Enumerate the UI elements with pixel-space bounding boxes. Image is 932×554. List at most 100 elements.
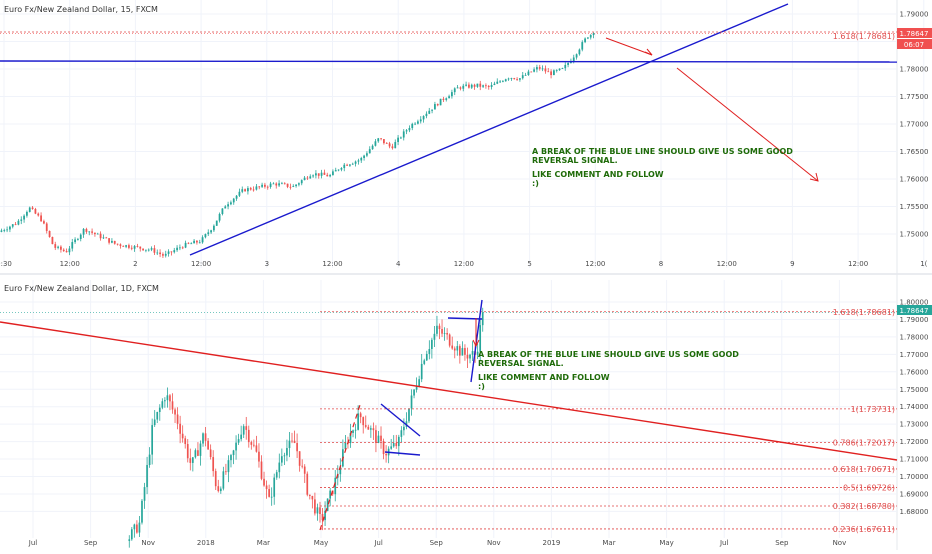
- candle-body[interactable]: [128, 245, 130, 248]
- candle-body[interactable]: [303, 466, 306, 474]
- candle-body[interactable]: [91, 231, 93, 233]
- candle-body[interactable]: [283, 455, 286, 457]
- candle-body[interactable]: [436, 104, 439, 106]
- candle-body[interactable]: [567, 63, 569, 65]
- blue-wedge-lower[interactable]: [384, 451, 421, 456]
- candle-body[interactable]: [439, 98, 442, 106]
- candle-body[interactable]: [329, 490, 332, 499]
- candle-body[interactable]: [443, 333, 446, 334]
- candle-body[interactable]: [524, 74, 527, 76]
- candle-body[interactable]: [431, 109, 433, 111]
- candle-body[interactable]: [425, 113, 428, 117]
- candle-body[interactable]: [40, 215, 42, 222]
- candle-body[interactable]: [17, 220, 20, 225]
- candle-body[interactable]: [153, 248, 156, 253]
- candle-body[interactable]: [207, 232, 210, 235]
- candle-body[interactable]: [265, 485, 268, 490]
- candle-body[interactable]: [346, 164, 348, 166]
- candle-body[interactable]: [344, 442, 347, 450]
- candle-body[interactable]: [397, 436, 400, 447]
- candle-body[interactable]: [213, 225, 215, 231]
- candle-body[interactable]: [413, 389, 415, 396]
- candle-body[interactable]: [436, 325, 438, 334]
- candle-body[interactable]: [502, 81, 504, 83]
- candle-body[interactable]: [464, 348, 466, 355]
- candle-body[interactable]: [371, 145, 374, 150]
- candle-body[interactable]: [136, 246, 139, 247]
- candle-body[interactable]: [288, 440, 291, 449]
- candle-body[interactable]: [385, 143, 388, 144]
- candle-body[interactable]: [364, 425, 367, 427]
- candle-body[interactable]: [222, 471, 225, 489]
- candle-body[interactable]: [293, 440, 296, 444]
- candle-body[interactable]: [369, 428, 372, 430]
- candle-body[interactable]: [51, 236, 54, 245]
- candle-body[interactable]: [273, 477, 276, 497]
- candle-body[interactable]: [6, 229, 8, 231]
- candle-body[interactable]: [326, 174, 329, 177]
- candle-body[interactable]: [448, 334, 451, 346]
- candle-body[interactable]: [314, 499, 316, 514]
- candle-body[interactable]: [479, 83, 482, 87]
- candle-body[interactable]: [332, 171, 334, 176]
- candle-body[interactable]: [490, 85, 493, 87]
- candle-body[interactable]: [433, 333, 436, 340]
- candle-body[interactable]: [136, 524, 138, 533]
- candle-body[interactable]: [266, 186, 269, 188]
- candle-body[interactable]: [453, 348, 456, 351]
- candle-body[interactable]: [148, 454, 151, 465]
- candle-body[interactable]: [521, 75, 524, 79]
- candle-body[interactable]: [485, 85, 487, 87]
- red-arrow-2[interactable]: [676, 67, 819, 182]
- candle-body[interactable]: [295, 184, 297, 187]
- candle-body[interactable]: [173, 250, 176, 253]
- candle-body[interactable]: [411, 123, 414, 129]
- candle-body[interactable]: [317, 173, 320, 176]
- candle-body[interactable]: [408, 408, 410, 422]
- candle-body[interactable]: [167, 251, 170, 254]
- candle-body[interactable]: [340, 168, 343, 170]
- candle-body[interactable]: [301, 465, 304, 467]
- candle-body[interactable]: [496, 81, 499, 84]
- candle-body[interactable]: [263, 478, 265, 486]
- candle-body[interactable]: [380, 138, 382, 140]
- candle-body[interactable]: [170, 251, 173, 253]
- candle-body[interactable]: [334, 170, 337, 172]
- candle-body[interactable]: [469, 354, 471, 359]
- candle-body[interactable]: [218, 213, 221, 221]
- candle-body[interactable]: [147, 249, 150, 251]
- candle-body[interactable]: [130, 529, 133, 540]
- candle-body[interactable]: [65, 251, 68, 253]
- candle-body[interactable]: [45, 223, 48, 231]
- candle-body[interactable]: [499, 81, 501, 83]
- blue-top-line[interactable]: [447, 317, 483, 320]
- candle-body[interactable]: [230, 455, 232, 461]
- candle-body[interactable]: [179, 423, 181, 434]
- candle-body[interactable]: [541, 68, 544, 70]
- candle-body[interactable]: [164, 400, 166, 402]
- candle-body[interactable]: [368, 149, 371, 154]
- candle-body[interactable]: [431, 339, 433, 349]
- candle-body[interactable]: [385, 454, 387, 456]
- candle-body[interactable]: [99, 233, 102, 239]
- candle-body[interactable]: [9, 226, 11, 230]
- candle-body[interactable]: [357, 413, 359, 430]
- candle-body[interactable]: [258, 186, 261, 188]
- candle-body[interactable]: [326, 498, 329, 511]
- candle-body[interactable]: [388, 143, 391, 147]
- candle-body[interactable]: [451, 345, 454, 349]
- candle-body[interactable]: [187, 242, 190, 244]
- candle-body[interactable]: [564, 64, 567, 69]
- candle-body[interactable]: [448, 96, 450, 99]
- candle-body[interactable]: [538, 67, 541, 69]
- candle-body[interactable]: [578, 49, 581, 55]
- candle-body[interactable]: [244, 189, 246, 192]
- candle-body[interactable]: [60, 246, 62, 250]
- candle-body[interactable]: [143, 487, 146, 501]
- candle-body[interactable]: [238, 191, 241, 196]
- candle-body[interactable]: [212, 457, 215, 472]
- candle-body[interactable]: [85, 228, 88, 232]
- candle-body[interactable]: [434, 104, 436, 110]
- candle-body[interactable]: [150, 248, 153, 250]
- candle-body[interactable]: [533, 69, 535, 72]
